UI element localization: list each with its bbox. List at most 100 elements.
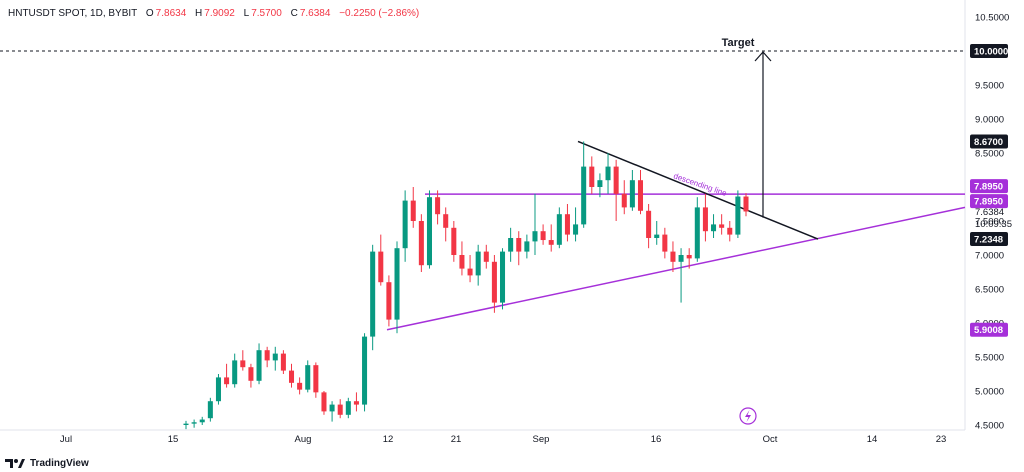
candle-body[interactable] — [581, 166, 587, 225]
candle-body[interactable] — [605, 166, 611, 181]
candle-body[interactable] — [500, 251, 506, 303]
candle-body[interactable] — [573, 224, 579, 235]
candle-body[interactable] — [597, 180, 603, 187]
candle-body[interactable] — [280, 353, 286, 371]
candle-body[interactable] — [345, 401, 351, 415]
candle-body[interactable] — [435, 197, 441, 215]
low-label: L — [243, 8, 250, 19]
candle-body[interactable] — [467, 268, 473, 276]
price-label-box — [970, 134, 1008, 149]
candle-body[interactable] — [394, 248, 400, 320]
close-value: 7.6384 — [299, 8, 331, 19]
candle-body[interactable] — [654, 234, 660, 238]
candle-body[interactable] — [451, 227, 457, 255]
y-tick-label: 8.5000 — [975, 149, 1004, 160]
candle-body[interactable] — [297, 382, 303, 390]
candle-body[interactable] — [711, 224, 717, 232]
candle-body[interactable] — [305, 365, 311, 390]
candle-body[interactable] — [313, 365, 319, 393]
candle-body[interactable] — [694, 207, 700, 259]
candle-body[interactable] — [224, 377, 230, 385]
x-tick-label: 21 — [451, 434, 462, 445]
chart-header: HNTUSDT SPOT, 1D, BYBIT O 7.8634 H 7.9092 … — [8, 8, 419, 19]
x-tick-label: 12 — [383, 434, 394, 445]
y-tick-label: 7.0000 — [975, 251, 1004, 262]
candle-body[interactable] — [719, 224, 725, 228]
candle-body[interactable] — [589, 166, 595, 187]
price-label-box — [970, 322, 1008, 337]
open-label: O — [145, 8, 154, 19]
target-label: Target — [722, 37, 755, 49]
candle-body[interactable] — [183, 423, 189, 425]
candle-body[interactable] — [702, 207, 708, 232]
candle-body[interactable] — [321, 392, 327, 412]
candle-body[interactable] — [443, 214, 449, 228]
candle-body[interactable] — [410, 200, 416, 221]
candle-body[interactable] — [556, 214, 562, 245]
candle-body[interactable] — [491, 261, 497, 303]
candle-body[interactable] — [621, 193, 627, 208]
candle-body[interactable] — [613, 166, 619, 194]
low-value: 7.5700 — [251, 8, 282, 19]
candle-body[interactable] — [426, 197, 432, 266]
candle-body[interactable] — [646, 210, 652, 238]
price-label: 7.8950 — [974, 197, 1003, 208]
candle-body[interactable] — [191, 422, 197, 424]
candle-body[interactable] — [564, 214, 570, 235]
candle-body[interactable] — [662, 234, 668, 252]
candle-body[interactable] — [288, 370, 295, 383]
candle-body[interactable] — [402, 200, 408, 249]
y-tick-label: 9.5000 — [975, 81, 1004, 92]
ascending-support-line[interactable] — [386, 206, 966, 331]
y-tick-label: 9.0000 — [975, 115, 1004, 126]
candle-body[interactable] — [459, 255, 465, 269]
descending-trend-line[interactable] — [577, 140, 819, 240]
candle-body[interactable] — [232, 360, 238, 385]
x-tick-label: 16 — [651, 434, 662, 445]
candle-body[interactable] — [508, 238, 514, 252]
candle-body[interactable] — [272, 353, 278, 361]
x-tick-label: 23 — [936, 434, 947, 445]
price-label: 5.9008 — [974, 325, 1003, 336]
candle-body[interactable] — [418, 221, 424, 266]
candle-body[interactable] — [540, 231, 546, 241]
open-value: 7.8634 — [155, 8, 187, 19]
candle-body[interactable] — [337, 404, 343, 415]
x-tick-label: Aug — [295, 434, 312, 445]
candle-body[interactable] — [362, 336, 368, 405]
candle-body[interactable] — [475, 251, 481, 276]
candle-body[interactable] — [353, 401, 359, 405]
candle-body[interactable] — [256, 350, 262, 381]
candle-body[interactable] — [329, 404, 335, 412]
candle-body[interactable] — [727, 227, 733, 235]
candle-body[interactable] — [215, 377, 221, 402]
candle-body[interactable] — [199, 419, 205, 423]
lightning-bolt-icon — [745, 410, 751, 422]
candle-body[interactable] — [532, 231, 538, 242]
candle-body[interactable] — [483, 251, 489, 262]
candle-body[interactable] — [516, 238, 522, 252]
candle-body[interactable] — [548, 240, 554, 245]
candle-body[interactable] — [637, 180, 644, 211]
candle-body[interactable] — [629, 180, 635, 208]
candle-body[interactable] — [670, 251, 676, 262]
y-tick-label: 7.5000 — [975, 217, 1004, 228]
candle-body[interactable] — [524, 241, 530, 252]
candle-body[interactable] — [686, 255, 692, 259]
candle-body[interactable] — [207, 401, 213, 419]
candle-body[interactable] — [678, 255, 684, 262]
y-tick-label: 5.5000 — [975, 353, 1004, 364]
change-value: −0.2250 (−2.86%) — [339, 8, 420, 19]
candle-body[interactable] — [248, 367, 254, 381]
candle-body[interactable] — [735, 196, 741, 235]
candle-body[interactable] — [240, 360, 246, 368]
candle-body[interactable] — [264, 350, 270, 361]
close-label: C — [290, 8, 298, 19]
candle-body[interactable] — [378, 251, 384, 283]
price-label: 7.6384 — [975, 207, 1004, 218]
candle-body[interactable] — [370, 251, 376, 337]
candle-body[interactable] — [386, 282, 392, 320]
price-label-box — [970, 44, 1008, 58]
candle-body[interactable] — [743, 196, 749, 212]
